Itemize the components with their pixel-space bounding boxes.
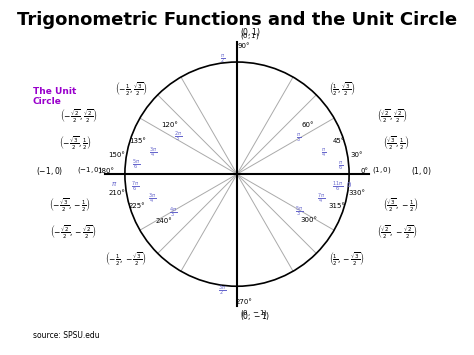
Text: 0°: 0° [361,168,369,174]
Text: $\frac{\pi}{6}$: $\frac{\pi}{6}$ [337,159,343,171]
Text: source: SPSU.edu: source: SPSU.edu [33,331,100,340]
Text: $\left(\frac{\sqrt{2}}{2},-\frac{\sqrt{2}}{2}\right)$: $\left(\frac{\sqrt{2}}{2},-\frac{\sqrt{2… [377,224,418,241]
Text: $(1,0)$: $(1,0)$ [372,165,391,175]
Text: $(0,1)$: $(0,1)$ [240,27,261,38]
Text: $\left(-\frac{1}{2},\frac{\sqrt{3}}{2}\right)$: $\left(-\frac{1}{2},\frac{\sqrt{3}}{2}\r… [115,80,147,98]
Text: $\frac{3\pi}{4}$: $\frac{3\pi}{4}$ [149,146,157,160]
Text: $(0,1)$: $(0,1)$ [240,31,260,41]
Text: 120°: 120° [161,122,178,128]
Text: $\frac{5\pi}{3}$: $\frac{5\pi}{3}$ [295,205,303,219]
Text: 270°: 270° [235,299,252,305]
Text: $\left(-\frac{1}{2},-\frac{\sqrt{3}}{2}\right)$: $\left(-\frac{1}{2},-\frac{\sqrt{3}}{2}\… [105,250,147,268]
Text: 300°: 300° [300,217,317,223]
Text: $\left(-\frac{\sqrt{2}}{2},-\frac{\sqrt{2}}{2}\right)$: $\left(-\frac{\sqrt{2}}{2},-\frac{\sqrt{… [50,224,97,241]
Text: 150°: 150° [109,152,126,158]
Text: $(-1,0)$: $(-1,0)$ [77,165,102,175]
Text: $\frac{11\pi}{6}$: $\frac{11\pi}{6}$ [332,179,344,193]
Text: $0$: $0$ [346,180,352,189]
Text: $(0,-1)$: $(0,-1)$ [240,310,271,322]
Text: 90°: 90° [237,43,250,49]
Text: 60°: 60° [301,122,314,128]
Text: 315°: 315° [328,202,345,208]
Text: $\frac{3\pi}{4}$: $\frac{3\pi}{4}$ [148,192,156,206]
Text: The Unit
Circle: The Unit Circle [33,87,76,106]
Text: 210°: 210° [109,190,126,196]
Text: 30°: 30° [351,152,363,158]
Text: $\left(\frac{\sqrt{3}}{2},-\frac{1}{2}\right)$: $\left(\frac{\sqrt{3}}{2},-\frac{1}{2}\r… [383,197,419,214]
Text: $\left(\frac{\sqrt{3}}{2},\frac{1}{2}\right)$: $\left(\frac{\sqrt{3}}{2},\frac{1}{2}\ri… [383,134,409,152]
Text: Trigonometric Functions and the Unit Circle: Trigonometric Functions and the Unit Cir… [17,11,457,29]
Text: $\pi$: $\pi$ [110,180,117,188]
Text: $\frac{2\pi}{3}$: $\frac{2\pi}{3}$ [173,130,182,144]
Text: $\frac{5\pi}{6}$: $\frac{5\pi}{6}$ [132,158,140,172]
Text: $\left(-\frac{\sqrt{2}}{2},\frac{\sqrt{2}}{2}\right)$: $\left(-\frac{\sqrt{2}}{2},\frac{\sqrt{2… [60,107,97,125]
Text: 135°: 135° [129,137,146,143]
Text: 45°: 45° [333,137,345,143]
Text: $\left(-\frac{\sqrt{3}}{2},\frac{1}{2}\right)$: $\left(-\frac{\sqrt{3}}{2},\frac{1}{2}\r… [59,134,91,152]
Text: 330°: 330° [348,190,365,196]
Text: $\left(-\frac{\sqrt{3}}{2},-\frac{1}{2}\right)$: $\left(-\frac{\sqrt{3}}{2},-\frac{1}{2}\… [49,197,91,214]
Text: 240°: 240° [156,218,173,224]
Text: 180°: 180° [97,168,114,174]
Text: $\frac{\pi}{2}$: $\frac{\pi}{2}$ [220,52,225,65]
Text: $\frac{3\pi}{2}$: $\frac{3\pi}{2}$ [219,284,227,298]
Text: $(1,0)$: $(1,0)$ [411,165,432,177]
Text: $\frac{7\pi}{6}$: $\frac{7\pi}{6}$ [131,179,139,193]
Text: $\frac{7\pi}{4}$: $\frac{7\pi}{4}$ [317,192,325,206]
Text: $\frac{\pi}{3}$: $\frac{\pi}{3}$ [296,131,301,143]
Text: $\left(\frac{1}{2},-\frac{\sqrt{3}}{2}\right)$: $\left(\frac{1}{2},-\frac{\sqrt{3}}{2}\r… [329,250,365,268]
Text: $\left(\frac{\sqrt{2}}{2},\frac{\sqrt{2}}{2}\right)$: $\left(\frac{\sqrt{2}}{2},\frac{\sqrt{2}… [377,107,408,125]
Text: 225°: 225° [129,202,146,208]
Text: $(0,-1)$: $(0,-1)$ [240,307,268,317]
Text: $\frac{4\pi}{3}$: $\frac{4\pi}{3}$ [169,206,177,220]
Text: $(-1,0)$: $(-1,0)$ [36,165,63,177]
Text: $\left(\frac{1}{2},\frac{\sqrt{3}}{2}\right)$: $\left(\frac{1}{2},\frac{\sqrt{3}}{2}\ri… [329,80,355,98]
Text: $\frac{\pi}{4}$: $\frac{\pi}{4}$ [321,146,326,159]
